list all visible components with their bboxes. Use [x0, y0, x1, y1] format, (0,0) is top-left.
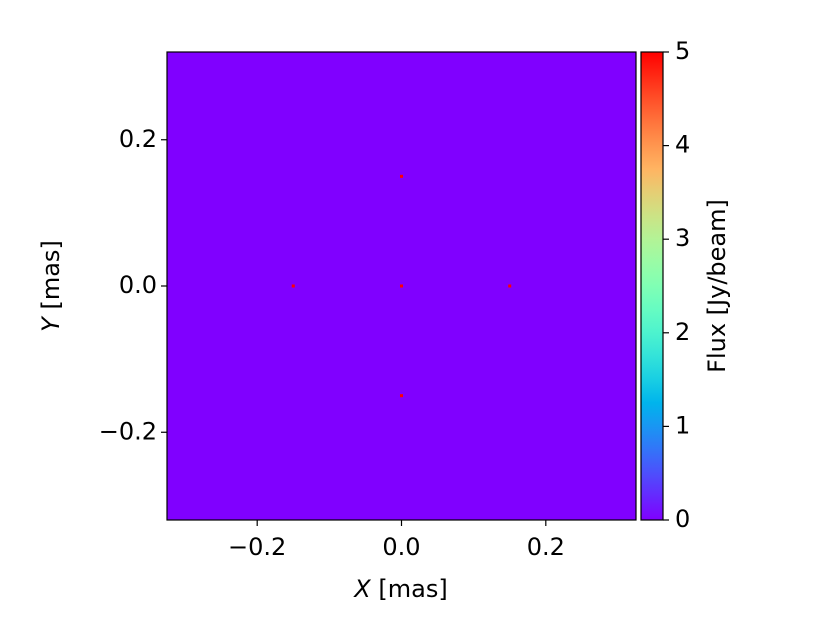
y-tick-label: 0.2 — [119, 125, 157, 153]
colorbar-label: Flux [Jy/beam] — [703, 199, 731, 373]
y-axis-label: Y [mas] — [37, 240, 65, 332]
point-source — [400, 284, 403, 288]
colorbar-tick-label: 2 — [675, 318, 690, 346]
x-tick-label: 0.0 — [382, 533, 420, 561]
point-source — [291, 284, 295, 288]
point-source — [400, 394, 403, 398]
point-source — [400, 174, 403, 178]
colorbar — [640, 51, 664, 521]
y-tick-label: 0.0 — [119, 271, 157, 299]
y-tick-label: −0.2 — [99, 417, 157, 445]
colorbar-tick-label: 0 — [675, 505, 690, 533]
colorbar-tick-label: 1 — [675, 411, 690, 439]
x-tick-label: −0.2 — [228, 533, 286, 561]
point-source — [508, 284, 512, 288]
colorbar-tick-label: 5 — [675, 37, 690, 65]
colorbar-tick-label: 3 — [675, 224, 690, 252]
colorbar-tick-label: 4 — [675, 131, 690, 159]
x-tick-label: 0.2 — [527, 533, 565, 561]
x-axis-label: X [mas] — [352, 575, 447, 603]
